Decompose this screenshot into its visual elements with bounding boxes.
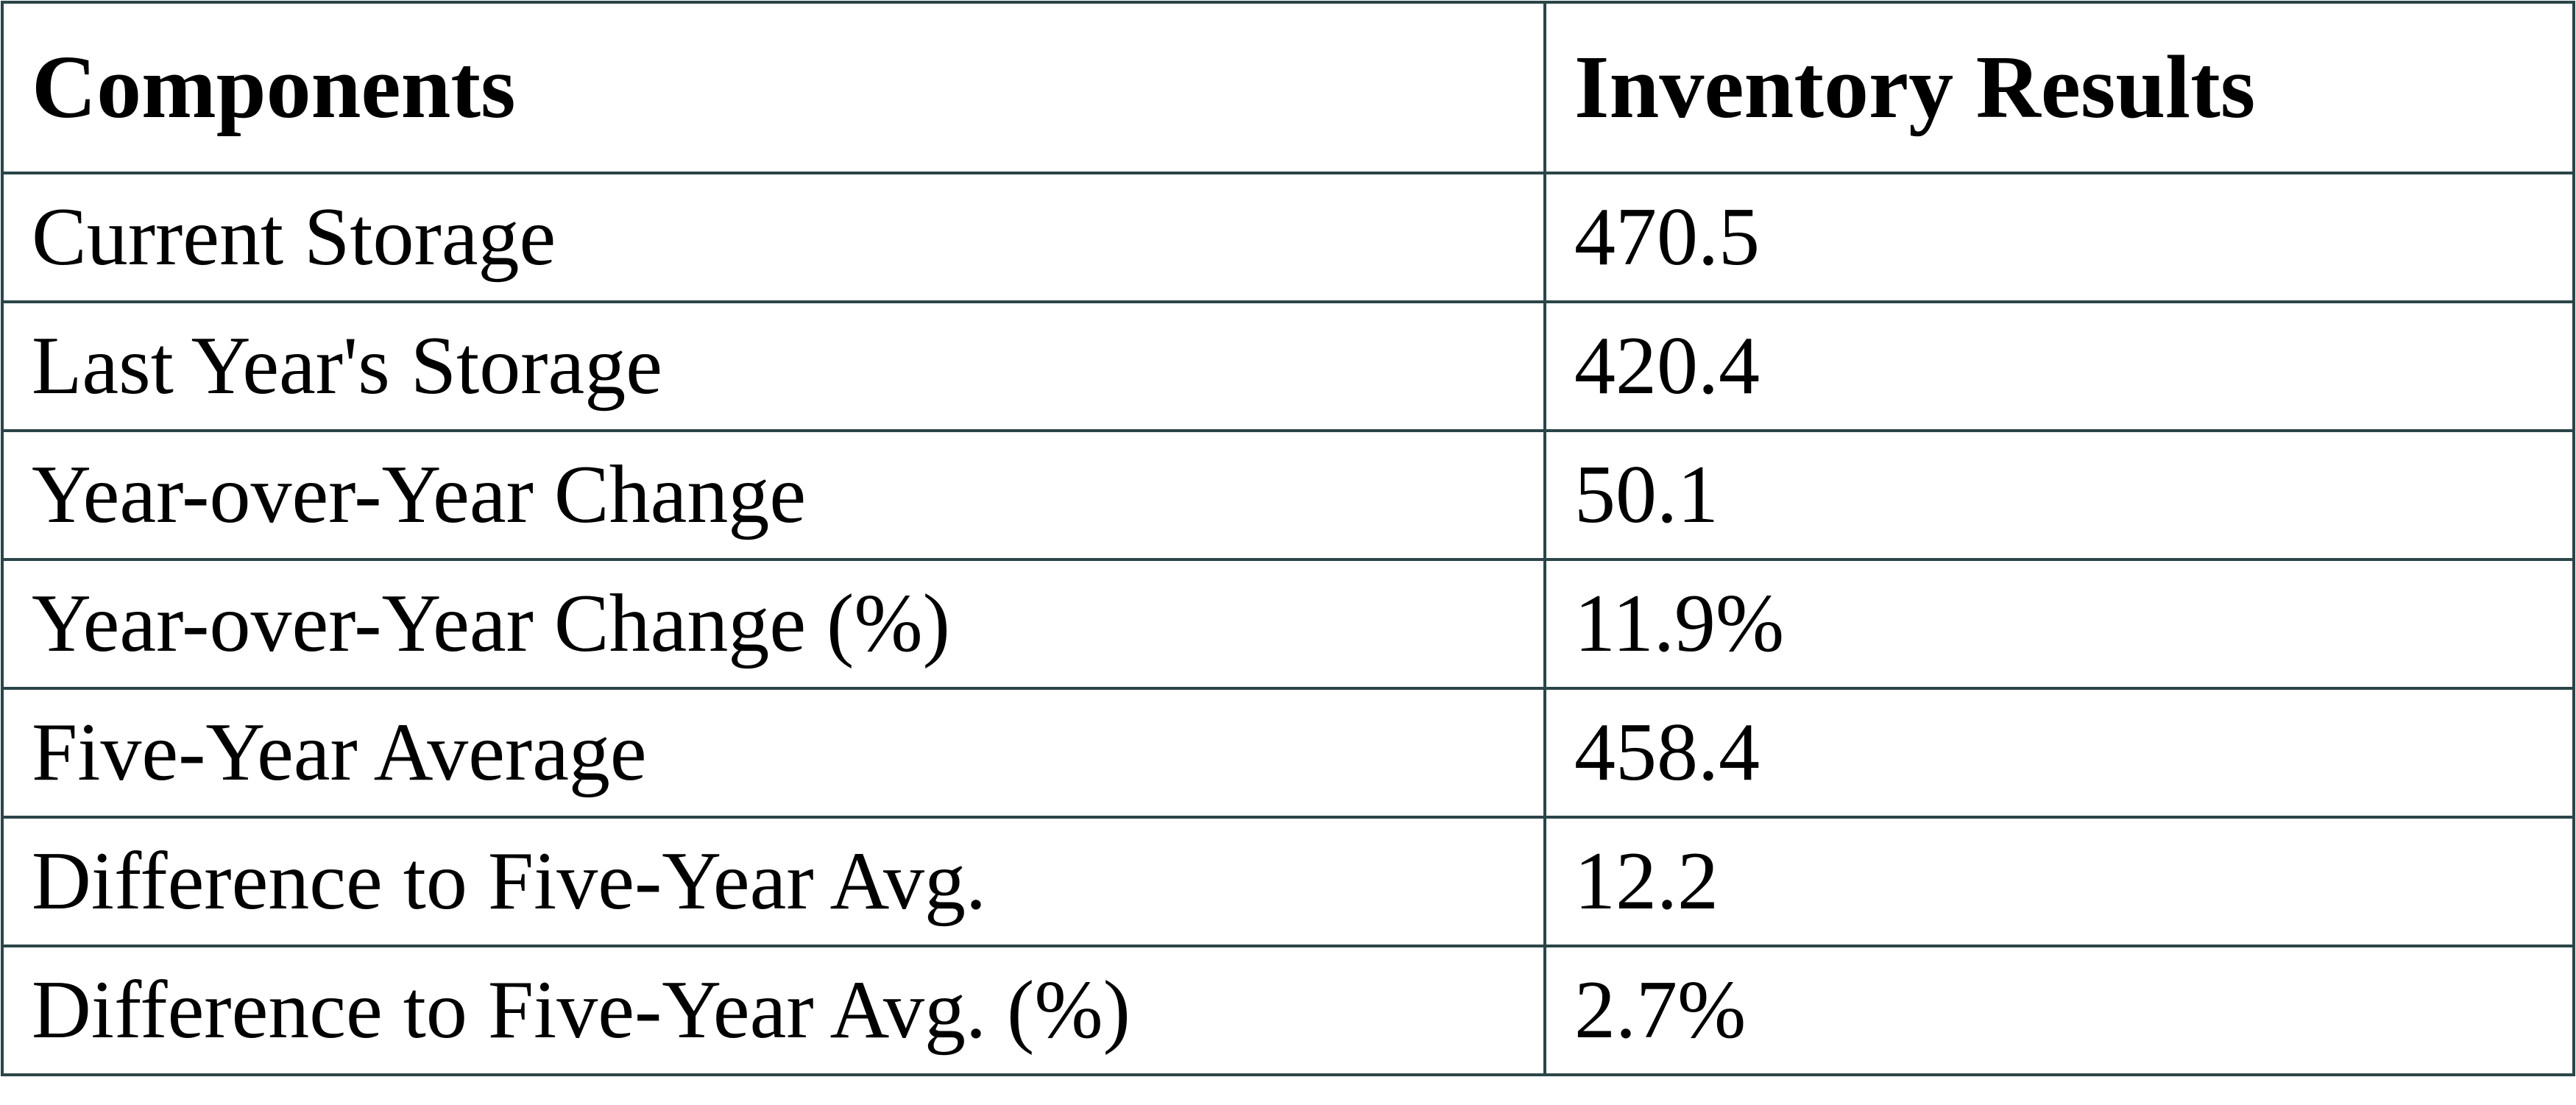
table-row: Last Year's Storage 420.4 — [1, 300, 2575, 432]
result-cell: 420.4 — [1543, 300, 2575, 432]
component-cell: Current Storage — [1, 172, 1546, 303]
component-cell: Year-over-Year Change — [1, 429, 1546, 561]
header-row: Components Inventory Results — [1, 1, 2575, 174]
result-cell: 470.5 — [1543, 172, 2575, 303]
component-cell: Year-over-Year Change (%) — [1, 558, 1546, 690]
table-row: Difference to Five-Year Avg. 12.2 — [1, 816, 2575, 947]
result-cell: 11.9% — [1543, 558, 2575, 690]
header-cell: Components — [1, 1, 1546, 174]
table-row: Year-over-Year Change 50.1 — [1, 429, 2575, 561]
table-row: Year-over-Year Change (%) 11.9% — [1, 558, 2575, 690]
inventory-table: Components Inventory Results Current Stor… — [1, 1, 2575, 1076]
table-row: Difference to Five-Year Avg. (%) 2.7% — [1, 945, 2575, 1076]
result-cell: 50.1 — [1543, 429, 2575, 561]
component-cell: Last Year's Storage — [1, 300, 1546, 432]
component-cell: Difference to Five-Year Avg. (%) — [1, 945, 1546, 1076]
component-cell: Difference to Five-Year Avg. — [1, 816, 1546, 947]
table-row: Current Storage 470.5 — [1, 172, 2575, 303]
result-cell: 458.4 — [1543, 687, 2575, 819]
component-cell: Five-Year Average — [1, 687, 1546, 819]
header-cell: Inventory Results — [1543, 1, 2575, 174]
result-cell: 2.7% — [1543, 945, 2575, 1076]
table-row: Five-Year Average 458.4 — [1, 687, 2575, 819]
result-cell: 12.2 — [1543, 816, 2575, 947]
